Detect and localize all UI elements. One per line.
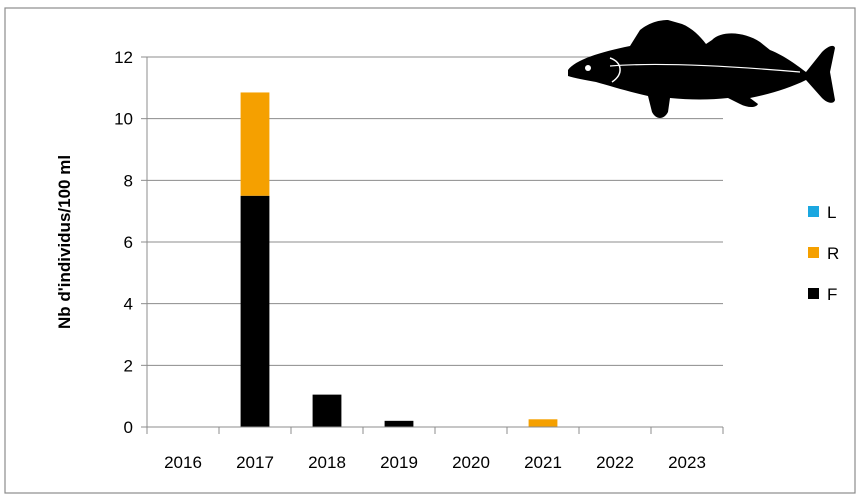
- bar-F-2019: [384, 420, 414, 427]
- x-tick-label: 2023: [668, 453, 706, 472]
- y-tick-label: 8: [124, 171, 133, 190]
- legend-label-L: L: [827, 203, 836, 222]
- x-tick-label: 2022: [596, 453, 634, 472]
- y-tick-label: 10: [114, 110, 133, 129]
- x-tick-label: 2016: [164, 453, 202, 472]
- legend-swatch-F: [808, 288, 819, 299]
- y-tick-label: 6: [124, 233, 133, 252]
- x-tick-label: 2019: [380, 453, 418, 472]
- fish-silhouette-icon: [568, 20, 835, 118]
- x-tick-label: 2017: [236, 453, 274, 472]
- bar-F-2018: [312, 394, 342, 427]
- legend-swatch-L: [808, 206, 819, 217]
- y-tick-label: 12: [114, 48, 133, 67]
- y-tick-label: 0: [124, 418, 133, 437]
- y-tick-label: 4: [124, 295, 133, 314]
- legend-label-R: R: [827, 244, 839, 263]
- x-tick-label: 2020: [452, 453, 490, 472]
- y-axis-title: Nb d'individus/100 ml: [55, 155, 74, 329]
- legend-swatch-R: [808, 247, 819, 258]
- legend-label-F: F: [827, 285, 837, 304]
- y-tick-label: 2: [124, 356, 133, 375]
- bar-R-2017: [240, 92, 270, 196]
- bar-R-2021: [528, 419, 558, 427]
- x-tick-label: 2021: [524, 453, 562, 472]
- bar-F-2017: [240, 195, 270, 427]
- x-tick-label: 2018: [308, 453, 346, 472]
